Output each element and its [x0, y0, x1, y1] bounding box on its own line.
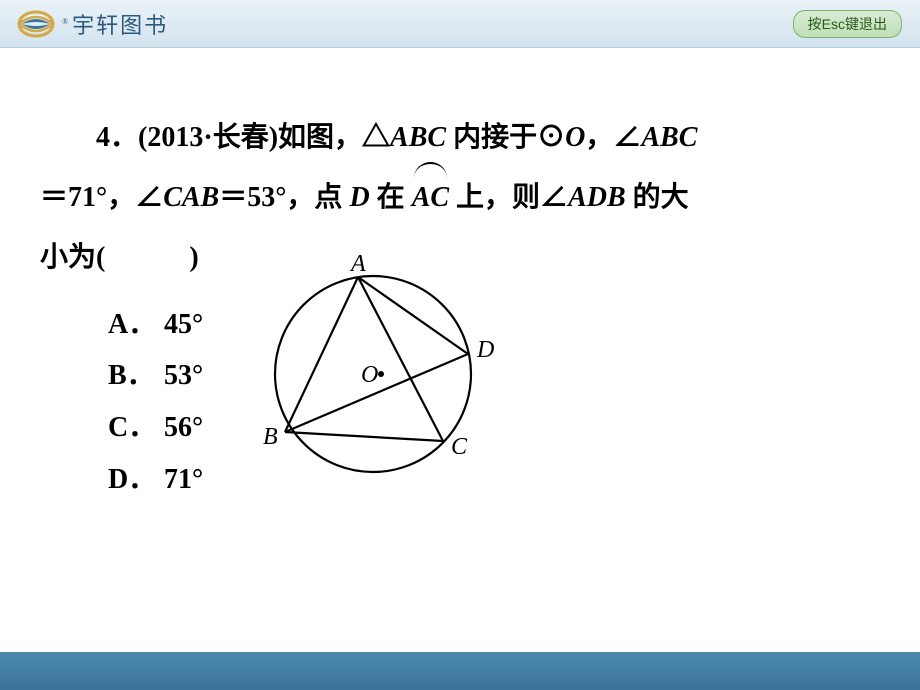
circle-o: O — [565, 122, 585, 153]
line2-b: ＝53°，点 — [219, 182, 349, 213]
brand-name: 宇轩图书 — [72, 8, 168, 40]
options-and-diagram: A． 45° B． 53° C． 56° D． 71° ABCDO — [40, 299, 880, 506]
option-a-label: A． — [108, 299, 164, 351]
option-b-value: 53° — [164, 350, 203, 402]
triangle-abc: ABC — [390, 122, 446, 153]
geometry-diagram: A B C D O — [233, 249, 513, 494]
angle-cab: CAB — [163, 182, 219, 213]
option-c-value: 56° — [164, 402, 203, 454]
line2-a: ＝71°，∠ — [40, 182, 163, 213]
text-1: 如图，△ — [278, 122, 390, 153]
line2-c: 在 — [370, 182, 412, 213]
text-3: ，∠ — [585, 122, 641, 153]
svg-text:C: C — [451, 434, 468, 460]
arc-ac: AC — [412, 182, 449, 213]
brand-logo — [16, 4, 56, 44]
option-c[interactable]: C． 56° — [108, 402, 203, 454]
text-2: 内接于⊙ — [446, 122, 565, 153]
option-d-label: D． — [108, 454, 164, 506]
point-d: D — [349, 182, 369, 213]
svg-text:B: B — [263, 424, 278, 450]
slide-content: 4．(2013·长春)如图，△ABC 内接于⊙O，∠ABC ＝71°，∠CAB＝… — [0, 48, 920, 506]
source-suffix: ) — [269, 122, 278, 153]
esc-exit-button[interactable]: 按Esc键退出 — [793, 10, 902, 38]
svg-text:A: A — [349, 251, 366, 277]
option-b-label: B． — [108, 350, 164, 402]
line2-e: 的大 — [626, 182, 689, 213]
option-d[interactable]: D． 71° — [108, 454, 203, 506]
problem-number: 4． — [96, 122, 138, 153]
svg-text:D: D — [476, 337, 494, 363]
option-a[interactable]: A． 45° — [108, 299, 203, 351]
registered-mark: ® — [62, 17, 68, 26]
header-bar: ® 宇轩图书 按Esc键退出 — [0, 0, 920, 48]
option-d-value: 71° — [164, 454, 203, 506]
source-city: 长春 — [213, 122, 269, 153]
angle-adb: ADB — [568, 182, 626, 213]
angle-abc: ABC — [641, 122, 697, 153]
answer-options: A． 45° B． 53° C． 56° D． 71° — [40, 299, 203, 506]
source-prefix: (2013· — [138, 122, 213, 153]
line3: 小为( ) — [40, 242, 199, 273]
option-a-value: 45° — [164, 299, 203, 351]
option-c-label: C． — [108, 402, 164, 454]
footer-bar — [0, 652, 920, 690]
svg-text:O: O — [361, 362, 378, 388]
line2-d: 上，则∠ — [449, 182, 568, 213]
option-b[interactable]: B． 53° — [108, 350, 203, 402]
